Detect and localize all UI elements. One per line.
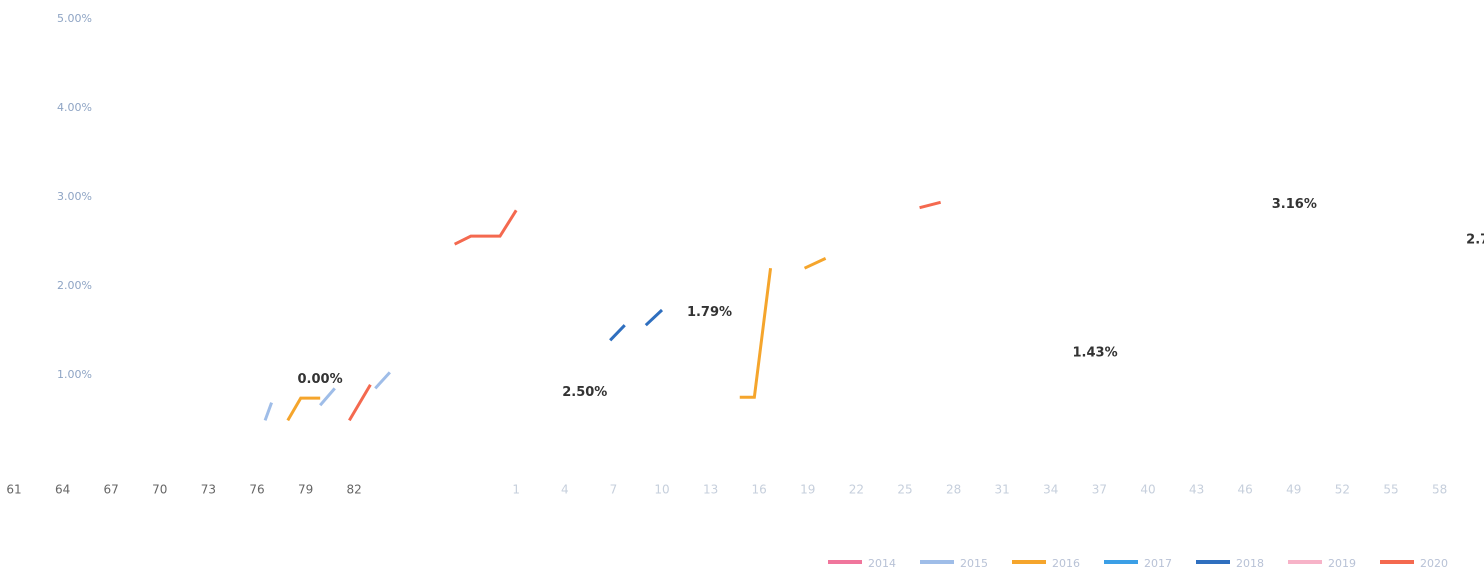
x-tick-label: 28: [946, 483, 961, 497]
end-label: 2.50%: [562, 385, 607, 400]
x-tick-label: 34: [1043, 483, 1058, 497]
x-tick-label: 70: [152, 483, 167, 497]
x-tick-label: 4: [561, 483, 569, 497]
y-tick-label: 2.00%: [57, 279, 92, 292]
y-tick-label: 5.00%: [57, 12, 92, 25]
legend-label: 2017: [1144, 557, 1172, 570]
x-tick-label: 79: [298, 483, 313, 497]
x-tick-label: 52: [1335, 483, 1350, 497]
x-tick-label: 82: [347, 483, 362, 497]
x-tick-label: 67: [104, 483, 119, 497]
x-tick-label: 46: [1238, 483, 1253, 497]
y-tick-label: 4.00%: [57, 101, 92, 114]
x-tick-label: 22: [849, 483, 864, 497]
end-label: 3.16%: [1272, 197, 1317, 212]
x-tick-label: 76: [249, 483, 264, 497]
series-line: [740, 258, 870, 397]
legend-label: 2015: [960, 557, 988, 570]
end-label: 1.79%: [687, 305, 732, 320]
series-line: [265, 357, 1060, 420]
x-tick-label: 1: [512, 483, 520, 497]
y-tick-label: 1.00%: [57, 368, 92, 381]
legend-label: 2016: [1052, 557, 1080, 570]
x-tick-label: 7: [610, 483, 618, 497]
x-tick-label: 25: [897, 483, 912, 497]
series-line: [288, 396, 550, 420]
legend-label: 2014: [868, 557, 896, 570]
x-tick-label: 49: [1286, 483, 1301, 497]
x-tick-label: 37: [1092, 483, 1107, 497]
x-tick-label: 64: [55, 483, 70, 497]
x-tick-label: 43: [1189, 483, 1204, 497]
series-line: [349, 202, 1259, 420]
x-tick-label: 13: [703, 483, 718, 497]
x-tick-label: 73: [201, 483, 216, 497]
x-tick-label: 31: [995, 483, 1010, 497]
x-tick-label: 10: [654, 483, 669, 497]
y-tick-label: 3.00%: [57, 190, 92, 203]
legend-label: 2018: [1236, 557, 1264, 570]
end-label: 2.79%: [1466, 233, 1484, 248]
x-tick-label: 55: [1383, 483, 1398, 497]
x-tick-label: 19: [800, 483, 815, 497]
x-tick-label: 61: [6, 483, 21, 497]
x-tick-label: 58: [1432, 483, 1447, 497]
x-tick-label: 16: [752, 483, 767, 497]
legend-label: 2020: [1420, 557, 1448, 570]
x-tick-label: 40: [1140, 483, 1155, 497]
annotation: 0.00%: [298, 372, 343, 387]
series-line: [610, 244, 1454, 340]
end-label: 1.43%: [1073, 346, 1118, 361]
legend-label: 2019: [1328, 557, 1356, 570]
